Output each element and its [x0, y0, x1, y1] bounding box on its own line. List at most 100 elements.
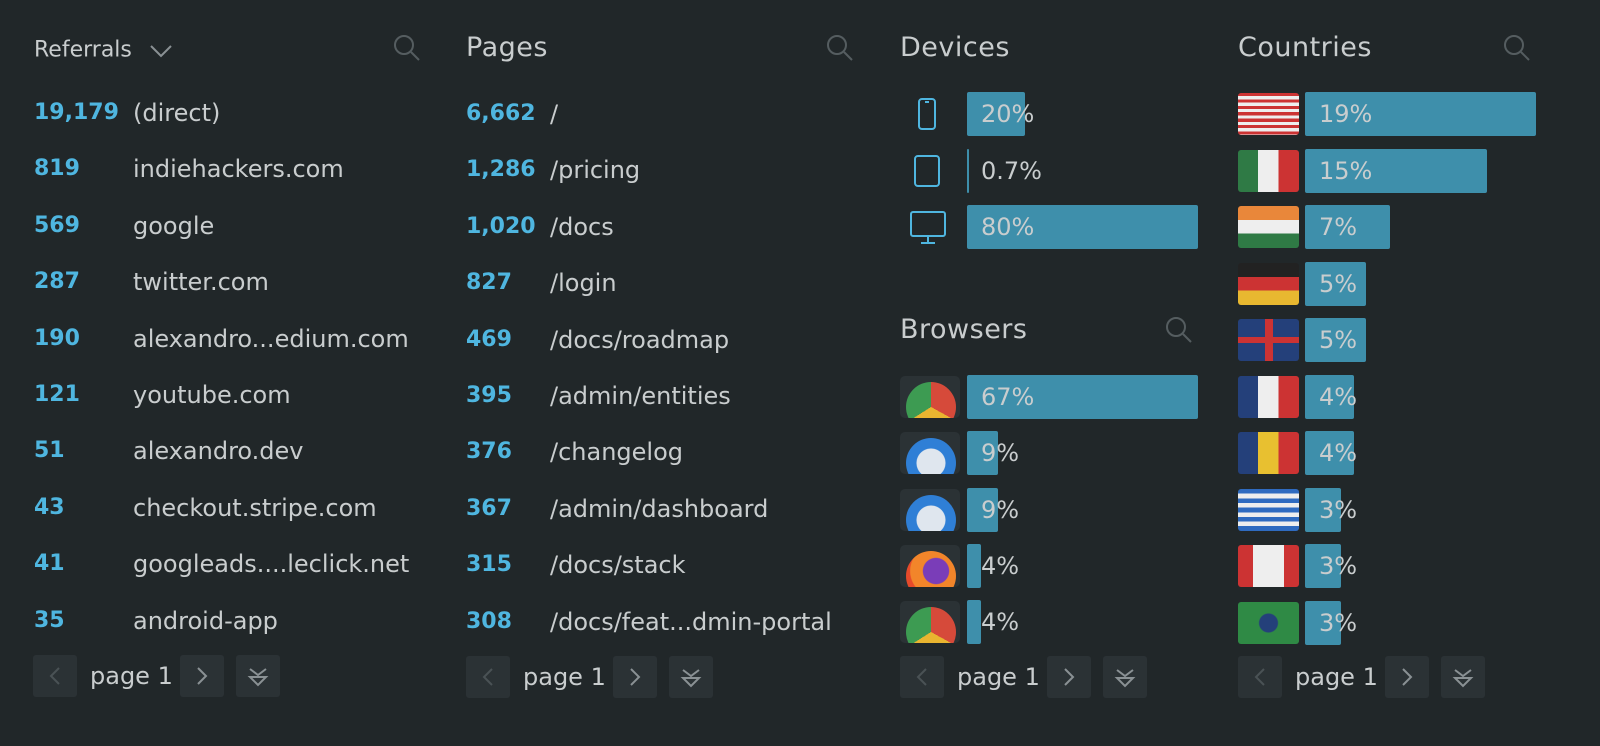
flag — [1238, 262, 1299, 305]
bar — [967, 543, 981, 588]
page-path[interactable]: /docs/stack — [550, 551, 686, 580]
browser-logo — [906, 438, 956, 475]
referral-source[interactable]: android-app — [133, 606, 278, 635]
browser-icon — [900, 601, 960, 644]
bar-label: 4% — [981, 608, 1020, 637]
page-label: page 1 — [1295, 663, 1378, 691]
bar — [1305, 205, 1391, 249]
page-path[interactable]: /admin/dashboard — [550, 494, 769, 523]
referral-source[interactable]: twitter.com — [133, 268, 269, 297]
bar-label: 0.7% — [981, 156, 1042, 185]
bar-label: 7% — [1319, 213, 1358, 241]
expand-button[interactable] — [669, 656, 713, 698]
flag — [1238, 545, 1299, 587]
browser-icon — [900, 488, 960, 531]
prev-button[interactable] — [33, 655, 77, 697]
flag — [1238, 93, 1299, 135]
bar — [967, 148, 970, 193]
bar — [967, 92, 1025, 136]
expand-button[interactable] — [1441, 656, 1485, 698]
page-count: 308 — [466, 608, 512, 634]
referral-count: 35 — [34, 607, 65, 633]
search-button[interactable] — [1503, 34, 1531, 66]
search-button[interactable] — [1165, 316, 1193, 348]
next-button[interactable] — [613, 656, 657, 698]
referral-source[interactable]: googleads....leclick.net — [133, 550, 410, 579]
page-path[interactable]: / — [550, 100, 559, 128]
referral-source[interactable]: alexandro...edium.com — [133, 324, 409, 353]
bar — [967, 487, 999, 532]
prev-button[interactable] — [466, 656, 510, 698]
next-button[interactable] — [1385, 656, 1429, 698]
device-icon — [910, 97, 944, 135]
search-button[interactable] — [393, 34, 421, 66]
bar-label: 19% — [1319, 100, 1373, 128]
page-path[interactable]: /docs — [550, 212, 614, 241]
browser-icon — [900, 544, 960, 587]
bar-label: 5% — [1319, 326, 1358, 354]
flag — [1238, 375, 1299, 418]
referral-count: 43 — [34, 494, 65, 520]
page-path[interactable]: /docs/roadmap — [550, 325, 730, 354]
referral-count: 819 — [34, 156, 80, 182]
referral-count: 41 — [34, 551, 65, 577]
next-button[interactable] — [180, 655, 224, 697]
bar — [967, 431, 999, 476]
flag — [1238, 432, 1299, 474]
browser-icon — [900, 376, 960, 418]
page-label: page 1 — [523, 663, 606, 691]
dropdown-toggle[interactable] — [148, 40, 174, 66]
bar-label: 4% — [981, 551, 1020, 580]
flag — [1238, 149, 1299, 192]
bar-label: 3% — [1319, 608, 1358, 637]
referral-source[interactable]: youtube.com — [133, 381, 291, 409]
page-count: 1,020 — [466, 213, 536, 239]
bar-label: 3% — [1319, 495, 1358, 524]
page-path[interactable]: /login — [550, 269, 617, 298]
referral-count: 190 — [34, 325, 80, 351]
bar-label: 4% — [1319, 439, 1358, 467]
bar — [967, 205, 1198, 249]
bar — [1305, 318, 1366, 362]
search-button[interactable] — [826, 34, 854, 66]
page-count: 315 — [466, 552, 512, 578]
referral-source[interactable]: indiehackers.com — [133, 155, 344, 184]
page-count: 827 — [466, 270, 512, 296]
referral-count: 121 — [34, 382, 80, 407]
flag — [1238, 488, 1299, 531]
prev-button[interactable] — [900, 656, 944, 698]
expand-button[interactable] — [236, 655, 280, 697]
bar-label: 5% — [1319, 269, 1358, 298]
bar-label: 9% — [981, 439, 1020, 468]
bar — [1305, 544, 1342, 588]
referral-source[interactable]: checkout.stripe.com — [133, 493, 377, 522]
next-button[interactable] — [1047, 656, 1091, 698]
page-path[interactable]: /docs/feat...dmin-portal — [550, 607, 832, 636]
page-count: 367 — [466, 495, 512, 521]
prev-button[interactable] — [1238, 656, 1282, 698]
referral-count: 569 — [34, 212, 80, 238]
page-path[interactable]: /pricing — [550, 156, 641, 185]
bar-label: 67% — [981, 383, 1035, 411]
bar-label: 20% — [981, 100, 1035, 128]
page-count: 1,286 — [466, 157, 536, 183]
referral-source[interactable]: (direct) — [133, 99, 221, 127]
section-title: Devices — [900, 32, 1010, 63]
page-label: page 1 — [957, 663, 1040, 691]
flag — [1238, 319, 1299, 361]
bar-label: 3% — [1319, 552, 1358, 580]
bar-label: 15% — [1319, 156, 1373, 185]
page-label: page 1 — [90, 662, 173, 690]
bar — [1305, 92, 1536, 136]
referral-source[interactable]: alexandro.dev — [133, 437, 304, 466]
expand-button[interactable] — [1103, 656, 1147, 698]
section-title: Referrals — [34, 37, 132, 63]
section-title: Browsers — [900, 314, 1028, 345]
bar — [967, 600, 981, 645]
referral-source[interactable]: google — [133, 211, 215, 240]
page-path[interactable]: /admin/entities — [550, 382, 731, 410]
device-icon — [910, 210, 946, 250]
bar — [1305, 487, 1342, 532]
page-path[interactable]: /changelog — [550, 438, 683, 467]
